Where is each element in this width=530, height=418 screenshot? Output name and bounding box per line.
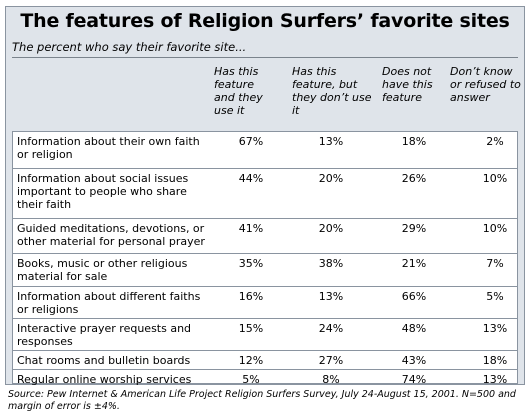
table-row: Guided meditations, devotions, or other … xyxy=(13,218,517,253)
table-cell: 21% xyxy=(401,257,427,270)
table-cell: 10% xyxy=(482,222,508,235)
table-cell: 67% xyxy=(238,135,264,148)
table-cell: 18% xyxy=(482,354,508,367)
table-row: Information about their own faith or rel… xyxy=(13,132,517,168)
table-cell: 66% xyxy=(401,290,427,303)
table-cell: 20% xyxy=(318,172,344,185)
table-cell: 15% xyxy=(238,322,264,335)
row-label: Guided meditations, devotions, or other … xyxy=(17,222,205,248)
table-cell: 24% xyxy=(318,322,344,335)
table-cell: 35% xyxy=(238,257,264,270)
table-row: Information about different faiths or re… xyxy=(13,286,517,318)
table-cell: 13% xyxy=(482,322,508,335)
table-panel: The features of Religion Surfers’ favori… xyxy=(5,6,525,386)
column-header-dont-use: Has this feature, but they don’t use it xyxy=(292,65,372,117)
table-cell: 5% xyxy=(242,373,260,386)
table-cell: 8% xyxy=(322,373,340,386)
chart-title: The features of Religion Surfers’ favori… xyxy=(20,10,510,32)
table-row: Chat rooms and bulletin boards 12% 27% 43% 1… xyxy=(13,350,517,369)
row-label: Information about social issues importan… xyxy=(17,172,189,211)
table-cell: 20% xyxy=(318,222,344,235)
table-cell: 43% xyxy=(401,354,427,367)
table-cell: 13% xyxy=(318,135,344,148)
table-row: Regular online worship services 5% 8% 74% 13… xyxy=(13,369,517,386)
row-label: Information about different faiths or re… xyxy=(17,290,201,316)
table-cell: 48% xyxy=(401,322,427,335)
table-cell: 13% xyxy=(482,373,508,386)
column-header-use-it: Has this feature and they use it xyxy=(214,65,263,117)
table-cell: 41% xyxy=(238,222,264,235)
data-table: Information about their own faith or rel… xyxy=(12,131,518,386)
table-cell: 12% xyxy=(238,354,264,367)
table-row: Interactive prayer requests and response… xyxy=(13,318,517,350)
table-cell: 7% xyxy=(486,257,504,270)
table-cell: 10% xyxy=(482,172,508,185)
table-row: Information about social issues importan… xyxy=(13,168,517,218)
table-cell: 44% xyxy=(238,172,264,185)
table-cell: 13% xyxy=(318,290,344,303)
table-cell: 38% xyxy=(318,257,344,270)
chart-subtitle: The percent who say their favorite site.… xyxy=(12,40,247,54)
row-label: Interactive prayer requests and response… xyxy=(17,322,192,348)
table-cell: 2% xyxy=(486,135,504,148)
table-cell: 74% xyxy=(401,373,427,386)
row-label: Books, music or other religious material… xyxy=(17,257,188,283)
row-label: Regular online worship services xyxy=(17,373,192,386)
column-header-not-have: Does not have this feature xyxy=(382,65,433,104)
source-note: Source: Pew Internet & American Life Pro… xyxy=(8,389,516,412)
column-header-dont-know: Don’t know or refused to answer xyxy=(450,65,521,104)
table-cell: 16% xyxy=(238,290,264,303)
table-cell: 5% xyxy=(486,290,504,303)
row-label: Information about their own faith or rel… xyxy=(17,135,200,161)
table-cell: 26% xyxy=(401,172,427,185)
row-label: Chat rooms and bulletin boards xyxy=(17,354,191,367)
divider xyxy=(12,57,518,58)
table-cell: 27% xyxy=(318,354,344,367)
table-cell: 18% xyxy=(401,135,427,148)
table-row: Books, music or other religious material… xyxy=(13,253,517,286)
table-cell: 29% xyxy=(401,222,427,235)
